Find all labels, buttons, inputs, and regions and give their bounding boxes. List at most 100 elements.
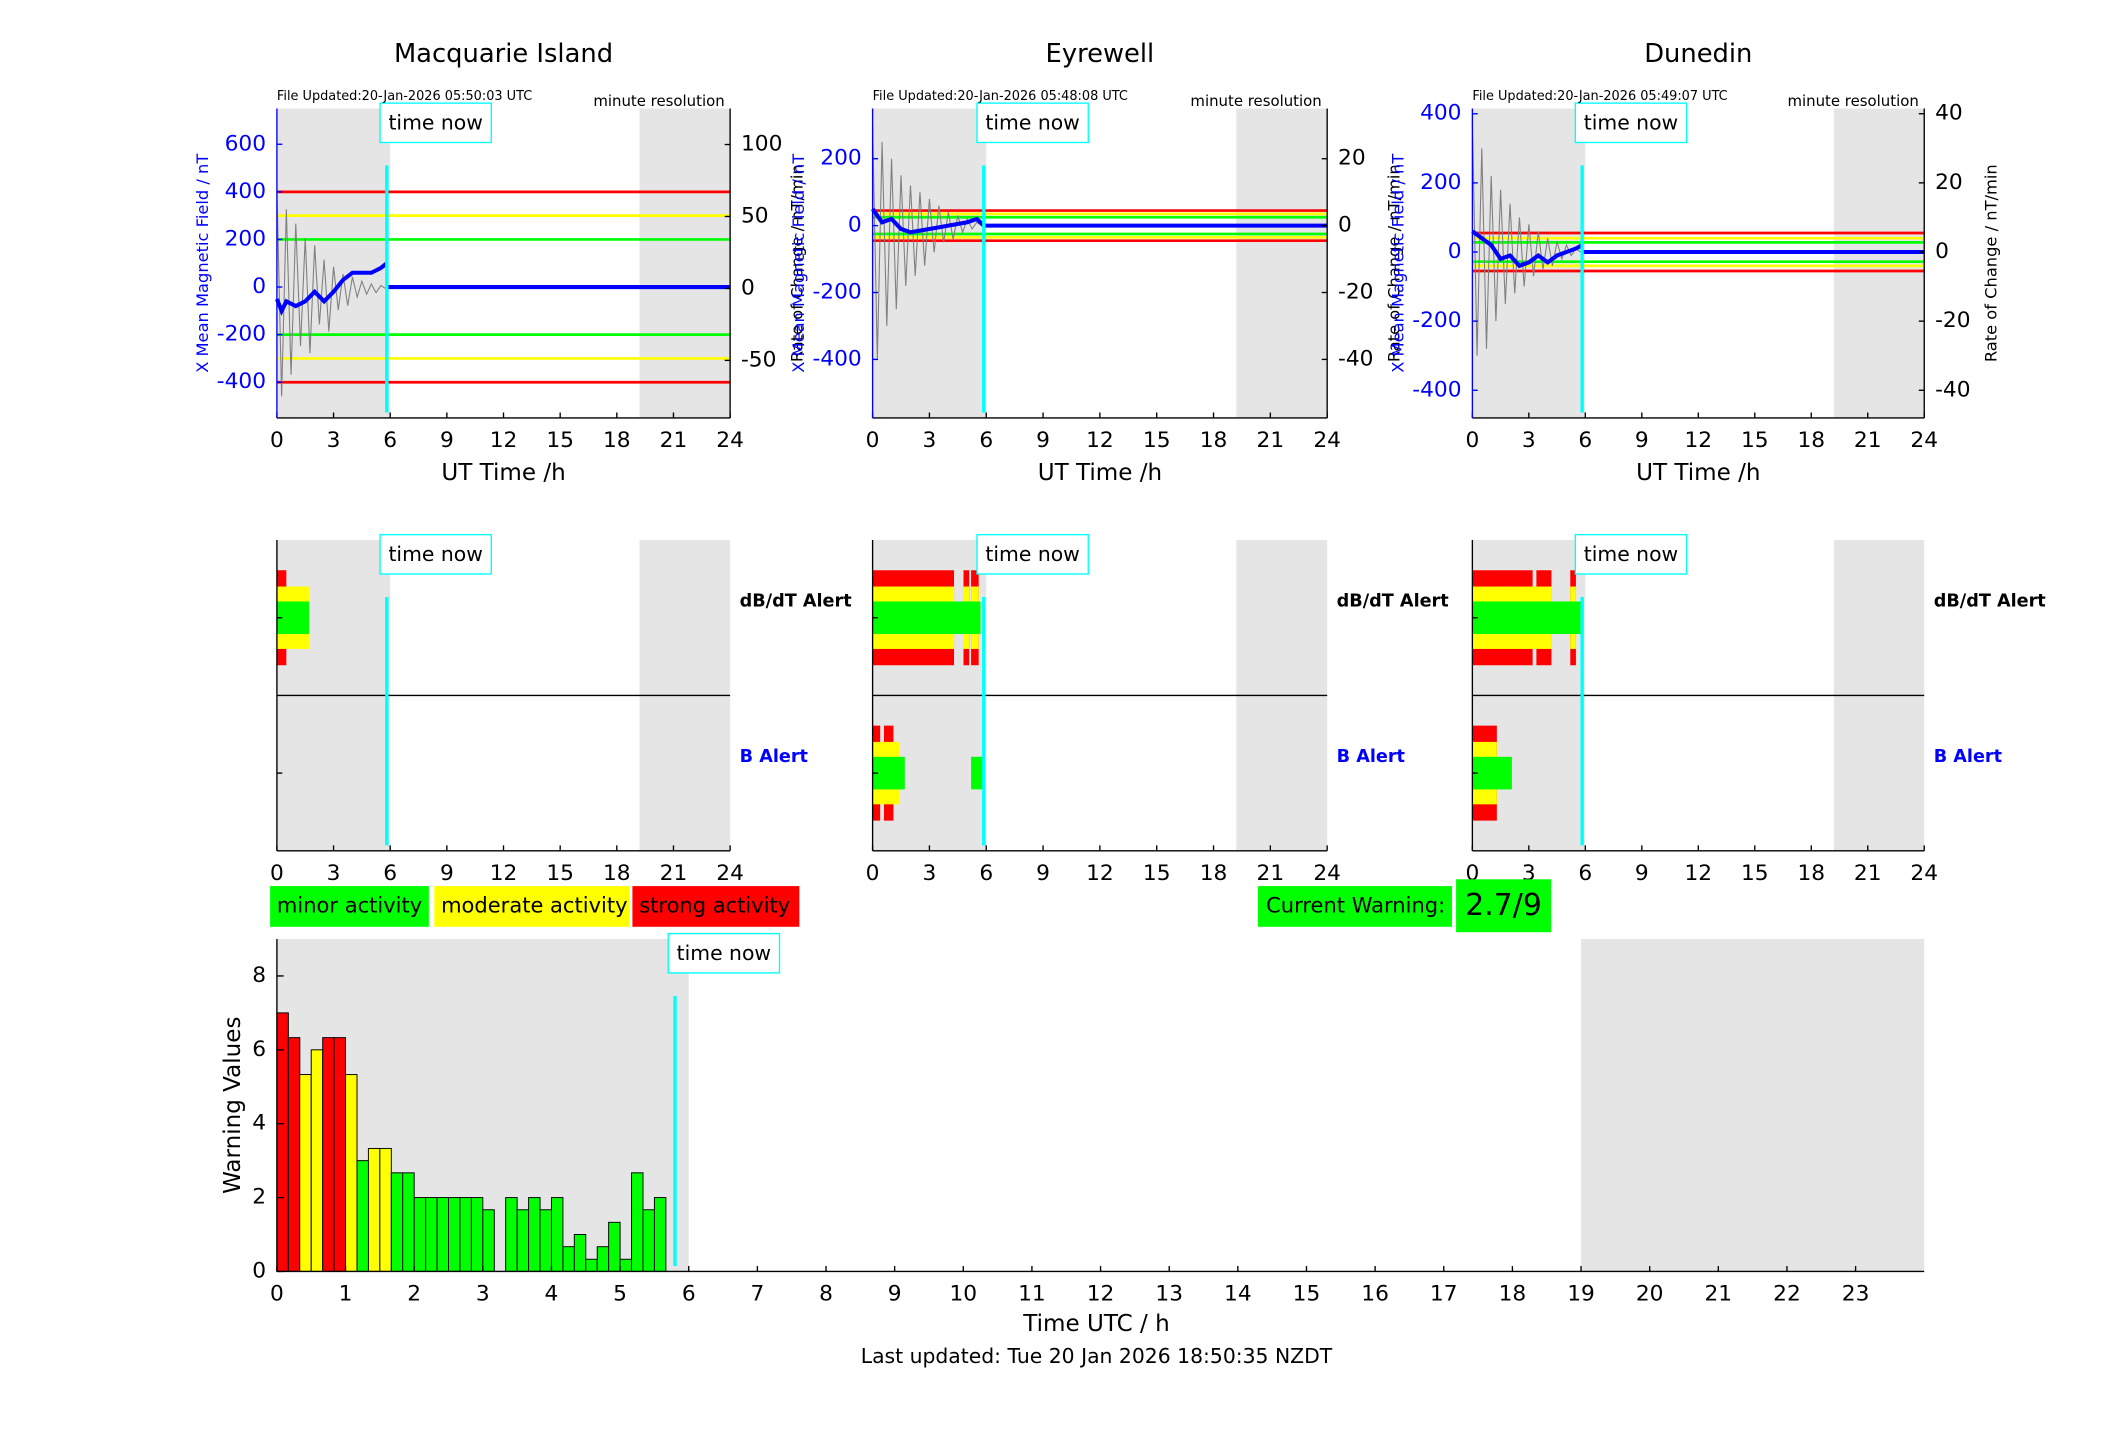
x-tick-label: 21 [1257, 428, 1285, 453]
resolution-note: minute resolution [1787, 92, 1918, 110]
x-tick-label: 15 [546, 428, 574, 453]
y2-axis-label: Rate of Change / nT/min [1982, 164, 2001, 362]
field-line [275, 261, 731, 316]
y2-tick-label: -20 [1338, 280, 1373, 305]
y2-axis-label: Rate of Change / nT/min [1385, 164, 1404, 362]
y-tick-label: -200 [1412, 308, 1461, 333]
x-tick-label: 6 [383, 861, 397, 886]
x-tick-label: 15 [1143, 428, 1171, 453]
y-tick-label: 0 [252, 274, 266, 299]
warning-bar [470, 1197, 484, 1272]
file-updated: File Updated:20-Jan-2026 05:49:07 UTC [1472, 89, 1727, 104]
time-now-box [379, 102, 492, 144]
warning-bar [379, 1147, 392, 1272]
warning-label: Current Warning: [1266, 892, 1445, 917]
rate-line [1471, 120, 1581, 356]
night-shading [1833, 108, 1925, 418]
warning-bar [516, 1209, 530, 1272]
x-tick-label: 24 [1313, 428, 1341, 453]
resolution-note: minute resolution [593, 92, 724, 110]
x-tick-label: 8 [819, 1282, 833, 1307]
warning-bar [333, 1037, 347, 1272]
x-tick-label: 9 [440, 861, 454, 886]
rate-line [872, 125, 982, 360]
y2-tick-label: 0 [741, 275, 755, 300]
y-axis-label: Warning Values [220, 1017, 246, 1194]
x-tick-label: 17 [1430, 1282, 1458, 1307]
time-now-label: time now [1584, 542, 1678, 566]
time-now-box [667, 932, 781, 974]
x-tick-label: 0 [866, 428, 880, 453]
y-tick-label: 0 [252, 1258, 266, 1283]
x-tick-label: 9 [1635, 428, 1649, 453]
y-tick-label: 8 [252, 963, 266, 988]
alert-block [872, 601, 981, 635]
night-shading [1581, 939, 1925, 1272]
x-tick-label: 0 [270, 428, 284, 453]
x-tick-label: 12 [1086, 861, 1114, 886]
warning-bar [322, 1037, 335, 1272]
x-tick-label: 23 [1842, 1282, 1870, 1307]
y2-tick-label: 100 [741, 132, 782, 157]
x-tick-label: 1 [339, 1282, 353, 1307]
x-tick-label: 10 [949, 1282, 977, 1307]
x-tick-label: 0 [270, 1282, 284, 1307]
x-tick-label: 18 [1200, 428, 1228, 453]
x-tick-label: 18 [603, 428, 631, 453]
y-axis-label: X Mean Magnetic Field / nT [1389, 154, 1408, 373]
x-tick-label: 14 [1224, 1282, 1252, 1307]
alert-label: dB/dT Alert [740, 591, 853, 611]
warning-value-box [1456, 879, 1552, 933]
x-tick-label: 16 [1361, 1282, 1389, 1307]
x-axis-label: UT Time /h [1038, 460, 1162, 486]
warning-bar [482, 1209, 495, 1272]
x-tick-label: 21 [660, 428, 688, 453]
warning-bar [299, 1074, 312, 1272]
y-axis-label: X Mean Magnetic Field / nT [789, 154, 808, 373]
x-tick-label: 7 [750, 1282, 764, 1307]
x-tick-label: 21 [1704, 1282, 1732, 1307]
warning-bar [390, 1172, 404, 1272]
x-tick-label: 6 [682, 1282, 696, 1307]
y-tick-label: 400 [225, 179, 266, 204]
x-tick-label: 18 [603, 861, 631, 886]
y-tick-label: -200 [812, 280, 861, 305]
x-tick-label: 15 [1741, 428, 1769, 453]
warning-bar [608, 1221, 621, 1272]
alert-block [1472, 601, 1582, 635]
x-tick-label: 9 [440, 428, 454, 453]
x-tick-label: 3 [1522, 428, 1536, 453]
legend-label: strong activity [639, 892, 790, 917]
x-tick-label: 21 [1854, 428, 1882, 453]
x-tick-label: 3 [327, 428, 341, 453]
warning-bar [287, 1037, 301, 1272]
footer: Last updated: Tue 20 Jan 2026 18:50:35 N… [861, 1344, 1333, 1368]
x-tick-label: 15 [1741, 861, 1769, 886]
x-axis-label: UT Time /h [441, 460, 565, 486]
x-axis-label: Time UTC / h [1022, 1311, 1169, 1337]
legend-swatch [270, 886, 429, 927]
x-tick-label: 18 [1499, 1282, 1527, 1307]
chart-title: Eyrewell [1046, 39, 1155, 69]
night-shading [1236, 108, 1328, 418]
x-tick-label: 13 [1155, 1282, 1183, 1307]
x-tick-label: 15 [546, 861, 574, 886]
y-tick-label: -200 [217, 322, 266, 347]
field-line [870, 207, 1328, 235]
x-tick-label: 2 [407, 1282, 421, 1307]
warning-bar [345, 1074, 358, 1272]
warning-bar [402, 1172, 415, 1272]
y-tick-label: 600 [225, 131, 266, 156]
y2-tick-label: 0 [1935, 239, 1949, 264]
time-now-label: time now [985, 542, 1079, 566]
x-tick-label: 9 [1036, 428, 1050, 453]
warning-bar [550, 1197, 564, 1272]
x-tick-label: 15 [1143, 861, 1171, 886]
x-tick-label: 6 [383, 428, 397, 453]
y-tick-label: 200 [225, 226, 266, 251]
legend-label: minor activity [277, 892, 422, 917]
y-tick-label: 200 [820, 146, 861, 171]
x-tick-label: 12 [1086, 428, 1114, 453]
x-tick-label: 6 [979, 428, 993, 453]
